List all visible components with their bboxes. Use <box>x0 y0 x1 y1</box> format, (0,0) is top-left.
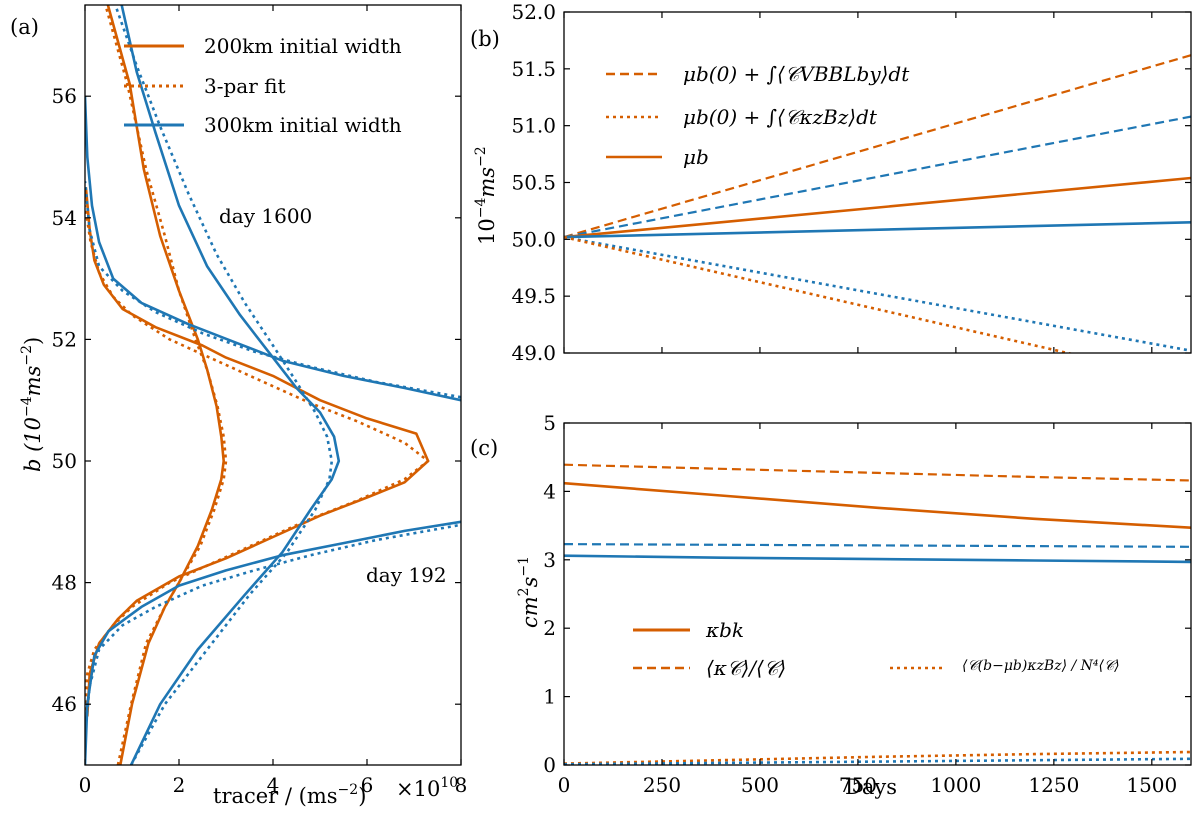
panel-b: (b) 49.0 49.5 50.0 50.5 51.0 51.5 52.0 10−4ms−… <box>470 0 1192 365</box>
panel-a-label: (a) <box>10 15 39 39</box>
x-tick-label: 1500 <box>1126 773 1177 797</box>
series-line-orange-dotted <box>564 750 1191 765</box>
panel-a-legend: 200km initial width 3-par fit 300km init… <box>124 34 402 137</box>
x-tick-label: 4 <box>267 773 280 797</box>
series-line-blue-dotted <box>85 181 461 399</box>
y-tick-label: 49.5 <box>511 284 556 308</box>
annotation-day-1600: day 1600 <box>219 204 312 228</box>
panel-c-y-ticks: 0 1 2 3 4 5 <box>543 411 1191 777</box>
series-line-blue-dotted <box>564 235 1191 352</box>
panel-c-x-axis-label: Days <box>845 775 897 799</box>
series-line-orange-solid <box>106 5 225 765</box>
panel-c: (c) 0 250 500 750 1000 1250 1500 0 1 2 3 4 5 Days c… <box>470 411 1192 799</box>
x-tick-label: 1250 <box>1028 773 1079 797</box>
y-tick-label: 56 <box>52 84 77 108</box>
legend-label-vbbl: μb(0) + ∫⟨𝒞VBBLby⟩dt <box>683 62 910 86</box>
x-tick-label: 2 <box>173 773 186 797</box>
y-tick-label: 48 <box>52 571 77 595</box>
series-line-blue-solid <box>85 96 461 402</box>
x-tick-label: 8 <box>455 773 468 797</box>
series-line-blue-dotted <box>113 5 334 765</box>
panel-c-plot-area <box>564 463 1191 765</box>
y-tick-label: 5 <box>543 411 556 435</box>
series-line-blue-solid <box>120 5 341 765</box>
y-tick-label: 52 <box>52 327 77 351</box>
panel-c-label: (c) <box>470 436 498 460</box>
series-line-orange-solid <box>85 187 430 717</box>
panel-c-frame <box>563 422 1192 766</box>
y-tick-label: 4 <box>543 479 556 503</box>
legend-label-kappa-c: ⟨κ𝒞⟩/⟨𝒞⟩ <box>706 656 786 680</box>
annotation-day-192: day 192 <box>366 563 447 587</box>
panel-a-x-exponent: ×1010 <box>396 775 458 801</box>
legend-label-fit: 3-par fit <box>204 74 286 98</box>
y-tick-label: 50.5 <box>511 171 556 195</box>
x-tick-label: 250 <box>643 773 681 797</box>
y-tick-label: 49.0 <box>511 341 556 365</box>
x-tick-label: 750 <box>839 773 877 797</box>
panel-b-legend: μb(0) + ∫⟨𝒞VBBLby⟩dt μb(0) + ∫⟨𝒞κzBz⟩dt … <box>606 62 910 169</box>
series-line-blue-dotted <box>85 523 461 735</box>
series-line-orange-dashed <box>564 54 1191 239</box>
panel-b-y-axis-label: 10−4ms−2 <box>473 146 499 245</box>
panel-a-plot-area <box>85 5 461 765</box>
legend-label-300km: 300km initial width <box>204 113 402 137</box>
y-tick-label: 46 <box>52 692 77 716</box>
series-line-blue-dashed <box>564 115 1191 239</box>
series-line-blue-dashed <box>564 543 1191 548</box>
panel-a-x-ticks: 0 2 4 6 8 <box>79 5 468 797</box>
y-tick-label: 50 <box>52 449 77 473</box>
legend-label-flux-ratio: ⟨𝒞(b−μb)κzBz⟩ / N⁴⟨𝒞⟩ <box>962 658 1120 674</box>
y-tick-label: 0 <box>543 753 556 777</box>
legend-label-kbk: κbk <box>705 618 744 642</box>
series-line-blue-solid <box>564 554 1191 564</box>
panel-a-y-axis-label: b (10−4ms−2) <box>19 337 45 472</box>
panel-a-x-axis-label: tracer / (ms−2) <box>213 782 366 808</box>
legend-label-kappa: μb(0) + ∫⟨𝒞κzBz⟩dt <box>683 105 878 129</box>
panel-b-label: (b) <box>470 27 500 51</box>
series-line-blue-solid <box>85 520 461 765</box>
series-line-blue-dotted <box>564 757 1191 765</box>
series-line-orange-dotted <box>104 5 228 765</box>
legend-label-mu: μb <box>683 145 709 169</box>
series-line-orange-dotted <box>564 235 1074 353</box>
y-tick-label: 1 <box>543 685 556 709</box>
panel-c-x-ticks: 0 250 500 750 1000 1250 1500 <box>558 423 1177 797</box>
panel-b-y-ticks: 49.0 49.5 50.0 50.5 51.0 51.5 52.0 <box>511 0 1191 365</box>
x-tick-label: 6 <box>361 773 374 797</box>
series-line-blue-solid <box>564 221 1191 239</box>
y-tick-label: 50.0 <box>511 227 556 251</box>
panel-b-x-ticks <box>563 12 1153 353</box>
x-tick-label: 500 <box>741 773 779 797</box>
x-tick-label: 1000 <box>930 773 981 797</box>
y-tick-label: 51.5 <box>511 57 556 81</box>
panel-c-y-axis-label: cm2s−1 <box>516 556 542 628</box>
x-tick-label: 0 <box>558 773 571 797</box>
y-tick-label: 2 <box>543 616 556 640</box>
series-line-orange-solid <box>564 481 1191 529</box>
y-tick-label: 51.0 <box>511 114 556 138</box>
panel-a-y-ticks: 46 48 50 52 54 56 <box>52 84 461 716</box>
legend-label-200km: 200km initial width <box>204 34 402 58</box>
y-tick-label: 3 <box>543 548 556 572</box>
x-tick-label: 0 <box>79 773 92 797</box>
y-tick-label: 54 <box>52 206 77 230</box>
series-line-orange-dotted <box>85 205 430 711</box>
series-line-orange-solid <box>564 176 1191 239</box>
y-tick-label: 52.0 <box>511 0 556 24</box>
panel-b-plot-area <box>564 54 1191 353</box>
panel-c-legend: κbk ⟨κ𝒞⟩/⟨𝒞⟩ ⟨𝒞(b−μb)κzBz⟩ / N⁴⟨𝒞⟩ <box>633 618 1120 680</box>
series-line-orange-dashed <box>564 463 1191 482</box>
